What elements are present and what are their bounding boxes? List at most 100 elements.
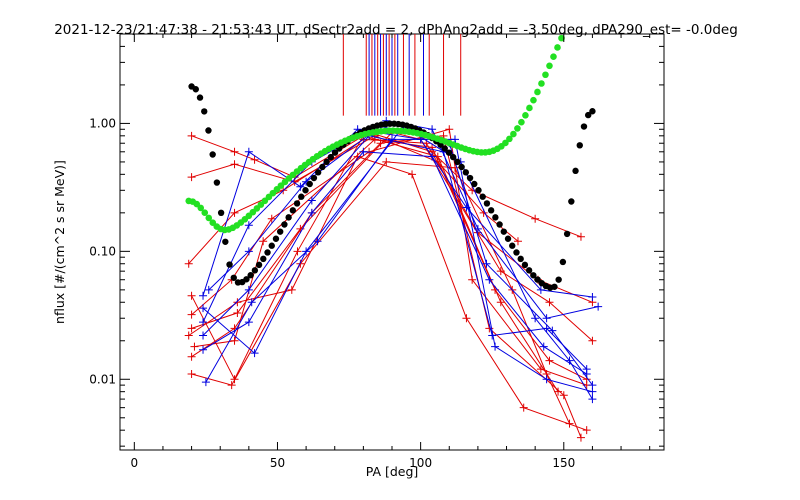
series-15-point-7 bbox=[588, 395, 597, 404]
series-2-point-0 bbox=[184, 259, 193, 268]
green-fit-point-5 bbox=[205, 214, 213, 222]
series-5-point-7 bbox=[576, 433, 585, 442]
series-4-point-0 bbox=[184, 331, 193, 340]
series-12-point-1 bbox=[244, 247, 253, 256]
black-fit-point-7 bbox=[217, 209, 225, 217]
green-fit-point-90 bbox=[546, 62, 553, 70]
black-fit-point-22 bbox=[281, 221, 288, 228]
series-10 bbox=[199, 125, 597, 301]
plot-content bbox=[184, 34, 603, 442]
series-13-point-1 bbox=[244, 285, 253, 294]
series-9-point-0 bbox=[187, 291, 196, 300]
black-fit-point-90 bbox=[568, 198, 575, 205]
black-fit bbox=[188, 83, 596, 291]
black-fit-point-33 bbox=[327, 153, 335, 161]
black-fit-point-3 bbox=[201, 108, 208, 115]
green-fit-point-4 bbox=[201, 209, 209, 217]
series-14-point-1 bbox=[247, 298, 256, 307]
black-fit-point-18 bbox=[264, 249, 271, 256]
series-5-point-0 bbox=[187, 352, 196, 361]
x-axis-label: PA [deg] bbox=[366, 464, 419, 479]
series-14-point-5 bbox=[491, 342, 500, 351]
series-10-point-6 bbox=[536, 285, 545, 294]
data-layer bbox=[184, 34, 603, 442]
black-fit-point-93 bbox=[580, 123, 588, 130]
series-6-point-1 bbox=[227, 381, 236, 390]
green-fit-point-80 bbox=[506, 135, 513, 143]
series-0-point-1 bbox=[230, 147, 239, 156]
series-8-point-6 bbox=[545, 298, 554, 307]
series-line-9 bbox=[191, 135, 559, 392]
series-13-point-2 bbox=[307, 196, 316, 205]
series-6-point-2 bbox=[296, 259, 305, 268]
series-1-point-6 bbox=[513, 237, 522, 246]
black-fit-point-65 bbox=[462, 169, 470, 176]
black-fit-point-70 bbox=[483, 200, 491, 207]
series-9-point-6 bbox=[554, 387, 563, 396]
black-fit-point-20 bbox=[272, 235, 280, 242]
black-fit-point-62 bbox=[449, 153, 457, 161]
series-line-8 bbox=[191, 131, 593, 342]
black-fit-point-79 bbox=[521, 261, 529, 269]
black-fit-point-19 bbox=[268, 242, 275, 249]
series-0-point-7 bbox=[531, 214, 540, 223]
series-4-point-2 bbox=[287, 285, 296, 294]
black-fit-point-14 bbox=[247, 272, 254, 279]
series-16-point-7 bbox=[582, 369, 591, 378]
black-fit-point-4 bbox=[205, 127, 212, 134]
series-3-point-5 bbox=[468, 275, 477, 284]
black-fit-point-75 bbox=[504, 235, 512, 242]
series-1-point-0 bbox=[187, 173, 196, 182]
black-fit-point-91 bbox=[572, 167, 579, 175]
black-fit-point-29 bbox=[310, 174, 318, 182]
black-fit-point-86 bbox=[551, 283, 558, 290]
series-8-point-0 bbox=[187, 324, 196, 333]
black-fit-point-87 bbox=[555, 276, 562, 283]
series-5-point-6 bbox=[559, 391, 568, 400]
black-fit-point-8 bbox=[222, 238, 229, 245]
black-fit-point-6 bbox=[213, 179, 221, 186]
x-tick-label-3: 150 bbox=[552, 456, 575, 470]
black-fit-point-23 bbox=[285, 214, 292, 221]
black-fit-point-61 bbox=[445, 149, 453, 156]
green-fit-point-83 bbox=[518, 118, 525, 126]
green-fit-point-85 bbox=[526, 104, 533, 112]
series-15-point-5 bbox=[531, 314, 540, 323]
black-fit-point-72 bbox=[492, 214, 499, 221]
series-16-point-4 bbox=[428, 152, 437, 161]
series-15-point-0 bbox=[199, 304, 208, 313]
black-fit-point-21 bbox=[276, 228, 284, 235]
chart-title: 2021-12-23/21:47:38 - 21:53:43 UT, dSect… bbox=[54, 22, 738, 38]
series-14-point-0 bbox=[201, 378, 210, 387]
series-10-point-0 bbox=[199, 291, 208, 300]
series-2-point-1 bbox=[230, 208, 239, 217]
black-fit-point-16 bbox=[255, 261, 263, 269]
series-16-point-1 bbox=[244, 318, 253, 327]
series-4-point-1 bbox=[233, 298, 242, 307]
black-fit-point-81 bbox=[530, 272, 537, 279]
series-14 bbox=[201, 135, 597, 396]
black-fit-point-5 bbox=[209, 151, 216, 158]
black-fit-point-15 bbox=[251, 267, 259, 274]
series-16-point-2 bbox=[307, 208, 316, 217]
series-14-point-7 bbox=[588, 387, 597, 396]
series-8-point-7 bbox=[588, 336, 597, 345]
series-line-15 bbox=[202, 125, 593, 400]
series-3-point-0 bbox=[187, 310, 196, 319]
series-0-point-8 bbox=[576, 232, 585, 241]
black-fit-point-74 bbox=[500, 228, 508, 235]
series-0-point-6 bbox=[468, 186, 477, 195]
black-fit-point-73 bbox=[496, 221, 503, 228]
series-6-point-7 bbox=[565, 419, 574, 428]
green-fit-point-82 bbox=[514, 125, 521, 132]
series-9-point-5 bbox=[496, 298, 505, 307]
y-tick-label-1: 0.10 bbox=[89, 244, 116, 258]
series-13-point-0 bbox=[199, 331, 208, 340]
series-0-point-2 bbox=[250, 155, 259, 164]
black-fit-point-31 bbox=[319, 163, 326, 171]
series-3-point-2 bbox=[267, 214, 276, 223]
black-fit-point-89 bbox=[563, 230, 571, 238]
series-0-point-0 bbox=[187, 131, 196, 140]
black-fit-point-24 bbox=[289, 207, 297, 214]
green-fit-point-87 bbox=[534, 88, 541, 96]
